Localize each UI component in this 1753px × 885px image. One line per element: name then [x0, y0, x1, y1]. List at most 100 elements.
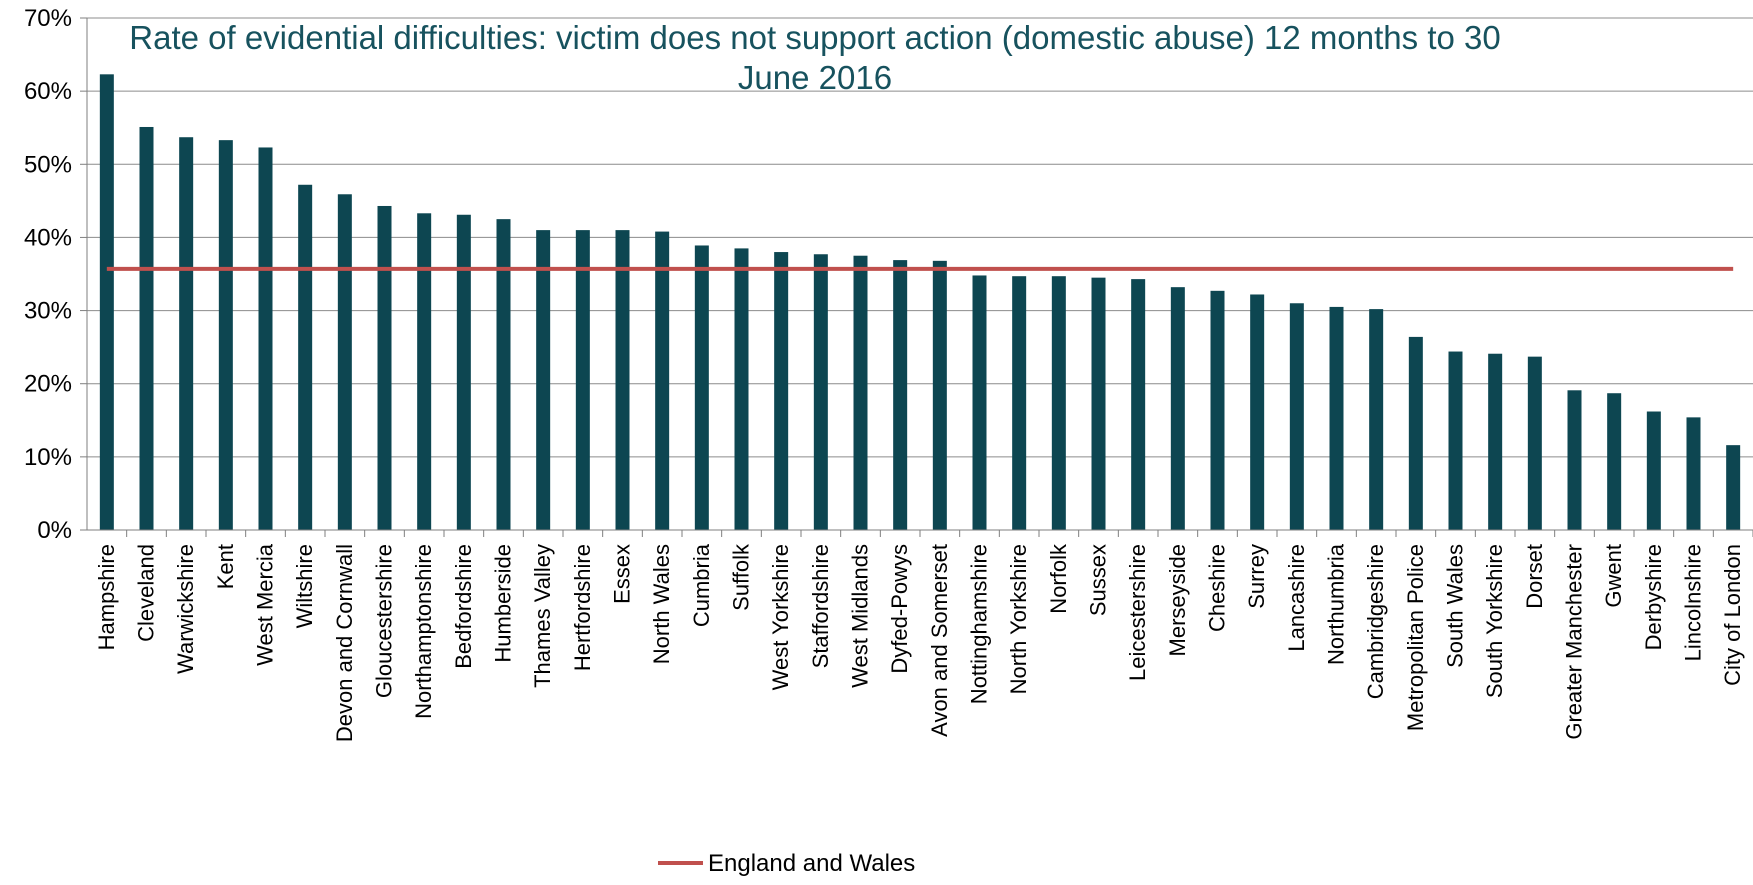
x-tick-label: City of London: [1720, 544, 1745, 686]
y-tick-label: 50%: [24, 151, 72, 178]
x-tick-label: Merseyside: [1165, 544, 1190, 656]
x-tick-label: Lincolnshire: [1681, 544, 1706, 661]
bar: [377, 205, 392, 530]
x-tick-label: Hampshire: [94, 544, 119, 650]
x-tick-label: Staffordshire: [808, 544, 833, 668]
y-tick-label: 10%: [24, 444, 72, 471]
bar: [1250, 294, 1265, 530]
bar: [615, 230, 630, 530]
bar: [734, 248, 749, 530]
bar: [893, 260, 908, 530]
x-tick-label: South Yorkshire: [1482, 544, 1507, 698]
x-tick-label: Bedfordshire: [451, 544, 476, 669]
x-tick-label: Norfolk: [1046, 543, 1071, 614]
bar: [258, 147, 273, 530]
bar: [774, 252, 789, 531]
bar: [1012, 276, 1027, 530]
bar: [1488, 353, 1503, 530]
bar: [536, 230, 551, 530]
bar: [1408, 336, 1423, 530]
axes: 0% 10% 20% 30% 40% 50% 60% 70% Hampshire Clevelan…: [24, 5, 1753, 742]
bar: [853, 255, 868, 530]
bar: [1726, 445, 1741, 530]
x-tick-label: Hertfordshire: [570, 544, 595, 671]
x-tick-label: Cleveland: [134, 544, 159, 642]
bar: [932, 260, 947, 530]
bar: [1051, 276, 1066, 530]
x-tick-label: Leicestershire: [1125, 544, 1150, 681]
bar: [496, 219, 511, 530]
bar: [1091, 277, 1106, 530]
x-tick-label: North Yorkshire: [1006, 544, 1031, 694]
x-tick-label: North Wales: [649, 544, 674, 664]
bar: [694, 245, 709, 530]
bar: [1686, 417, 1701, 530]
bar: [1170, 287, 1185, 530]
bar: [139, 126, 154, 531]
x-tick-label: Gwent: [1601, 544, 1626, 608]
x-tick-label: Metropolitan Police: [1403, 544, 1428, 731]
bar: [298, 184, 313, 530]
bar: [456, 214, 471, 531]
x-tick-label: Cambridgeshire: [1363, 544, 1388, 699]
bar: [813, 254, 828, 530]
bar: [1567, 390, 1582, 530]
x-tick-label: West Mercia: [253, 543, 278, 666]
bar: [218, 140, 233, 531]
bars: [99, 74, 1741, 531]
x-tick-label: Kent: [213, 544, 238, 589]
y-tick-label: 60%: [24, 78, 72, 105]
bar: [1527, 356, 1542, 530]
x-tick-label: South Wales: [1443, 544, 1468, 668]
bar: [1131, 279, 1146, 530]
bar: [1289, 303, 1304, 530]
bar: [1607, 393, 1622, 530]
x-tick-label: Nottinghamshire: [967, 544, 992, 704]
bar: [179, 137, 194, 531]
x-tick-label: West Midlands: [848, 544, 873, 688]
x-tick-label: Thames Valley: [530, 544, 555, 688]
x-tick-label: West Yorkshire: [768, 544, 793, 690]
x-tick-label: Wiltshire: [292, 544, 317, 628]
x-tick-label: Surrey: [1244, 544, 1269, 609]
y-tick-label: 20%: [24, 371, 72, 398]
chart-title-line: Rate of evidential difficulties: victim …: [129, 19, 1500, 56]
x-tick-label: Greater Manchester: [1562, 544, 1587, 740]
bar: [1329, 306, 1344, 530]
legend: England and Wales: [658, 850, 915, 877]
legend-label: England and Wales: [708, 850, 915, 877]
y-tick-label: 30%: [24, 298, 72, 325]
x-tick-label: Humberside: [491, 544, 516, 663]
x-tick-label: Lancashire: [1284, 544, 1309, 652]
x-tick-label: Dyfed-Powys: [887, 544, 912, 674]
x-tick-label: Northumbria: [1324, 543, 1349, 665]
x-tick-label: Dorset: [1522, 544, 1547, 609]
bar: [1448, 351, 1463, 530]
chart-title: Rate of evidential difficulties: victim …: [129, 19, 1500, 96]
x-tick-label: Northamptonshire: [411, 544, 436, 719]
bar: [655, 231, 670, 530]
x-tick-label: Cumbria: [689, 543, 714, 627]
chart-title-line: June 2016: [738, 59, 892, 96]
bar: [972, 275, 987, 530]
x-tick-label: Cheshire: [1205, 544, 1230, 632]
x-tick-label: Sussex: [1086, 544, 1111, 616]
bar: [337, 194, 352, 530]
y-tick-label: 70%: [24, 5, 72, 32]
bar: [1210, 290, 1225, 530]
bar: [1369, 309, 1384, 530]
x-tick-label: Devon and Cornwall: [332, 544, 357, 742]
bar: [417, 213, 432, 530]
x-tick-label: Suffolk: [729, 543, 754, 611]
x-tick-label: Avon and Somerset: [927, 544, 952, 737]
bar: [99, 74, 114, 530]
x-tick-label: Essex: [610, 544, 635, 604]
x-tick-label: Derbyshire: [1641, 544, 1666, 650]
y-tick-label: 40%: [24, 224, 72, 251]
bar: [1646, 411, 1661, 530]
gridlines: [87, 17, 1753, 458]
y-tick-label: 0%: [37, 517, 72, 544]
x-tick-label: Gloucestershire: [372, 544, 397, 698]
